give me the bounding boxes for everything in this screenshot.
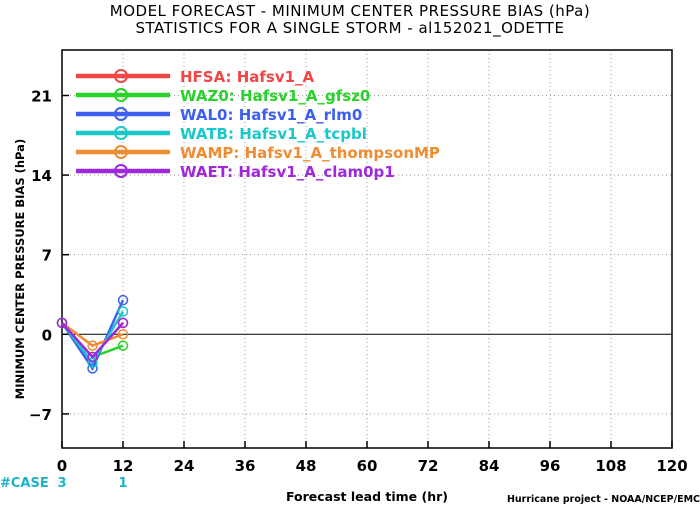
case-count: 3 [57, 476, 66, 491]
chart-subtitle: STATISTICS FOR A SINGLE STORM - al152021… [135, 19, 565, 37]
series-layer [56, 294, 129, 374]
legend-label-hfsa: HFSA: Hafsv1_A [180, 68, 315, 86]
y-tick-labels: −7 0 7 14 21 [29, 87, 69, 424]
x-tick-label: 12 [113, 457, 134, 475]
series-line-wamp [61, 321, 124, 348]
y-tick-label: 21 [31, 87, 52, 105]
x-tick-label: 36 [235, 457, 256, 475]
x-tick-label: 96 [540, 457, 561, 475]
x-axis-label: Forecast lead time (hr) [286, 489, 448, 504]
series-line-watb [61, 310, 125, 365]
legend-label-wamp: WAMP: Hafsv1_A_thompsonMP [180, 144, 440, 162]
plot-frame [61, 49, 673, 449]
chart-title: MODEL FORECAST - MINIMUM CENTER PRESSURE… [109, 2, 591, 20]
y-tick-label: −7 [29, 406, 52, 424]
x-tick-label: 84 [479, 457, 500, 475]
x-tick-label: 0 [57, 457, 67, 475]
legend-marker-watb [114, 126, 128, 140]
legend-marker-waz0 [114, 88, 128, 102]
x-tick-label: 72 [418, 457, 439, 475]
x-tick-label: 60 [357, 457, 378, 475]
x-tick-label: 24 [174, 457, 195, 475]
y-tick-label: 0 [42, 326, 52, 344]
legend-label-wal0: WAL0: Hafsv1_A_rlm0 [180, 106, 362, 124]
legend-marker-wal0 [114, 107, 128, 121]
series-line-waet [61, 322, 124, 359]
legend-label-waz0: WAZ0: Hafsv1_A_gfsz0 [180, 87, 370, 105]
data-point-waet [56, 317, 68, 329]
case-label: #CASE [0, 476, 49, 491]
legend-label-waet: WAET: Hafsv1_A_clam0p1 [180, 163, 395, 181]
data-point-wamp [117, 329, 129, 340]
legend-marker-wamp [114, 145, 128, 159]
x-tick-labels: 0 12 24 36 48 60 72 84 96 108 120 [57, 441, 688, 475]
case-count-row: #CASE 3 1 [0, 476, 128, 491]
legend-label-watb: WATB: Hafsv1_A_tcpbl [180, 125, 367, 143]
x-tick-label: 120 [656, 457, 687, 475]
data-point-waz0 [117, 340, 129, 351]
data-point-waet [117, 317, 129, 329]
legend-marker-waet [114, 164, 128, 178]
credit-text: Hurricane project - NOAA/NCEP/EMC [507, 494, 700, 505]
case-count: 1 [118, 476, 127, 491]
legend-marker-hfsa [114, 69, 128, 83]
x-tick-label: 48 [296, 457, 317, 475]
x-tick-label: 108 [595, 457, 626, 475]
data-point-wamp [87, 340, 98, 351]
data-point-watb [117, 306, 129, 317]
grid-layer [62, 50, 672, 448]
y-axis-label: MINIMUM CENTER PRESSURE BIAS (hPa) [13, 139, 27, 399]
data-point-wal0 [117, 294, 129, 306]
y-tick-label: 14 [31, 167, 52, 185]
y-tick-label: 7 [42, 247, 52, 265]
data-point-waet [87, 351, 98, 363]
